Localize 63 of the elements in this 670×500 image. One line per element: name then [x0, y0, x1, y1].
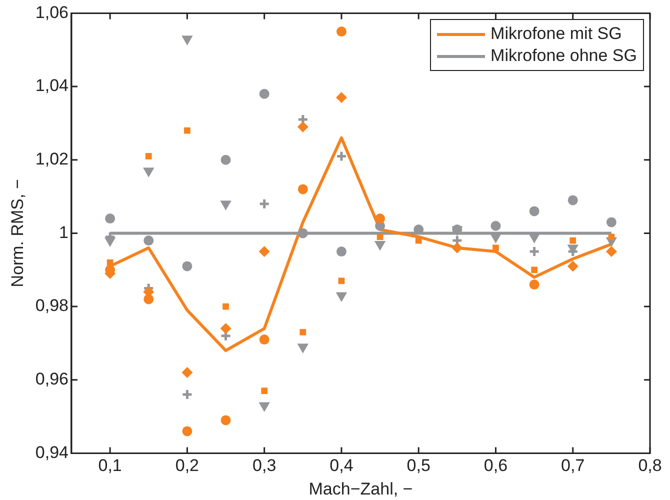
x-tick-label: 0,7: [561, 456, 585, 476]
x-tick-label: 0,6: [484, 456, 508, 476]
point: [144, 236, 154, 246]
point: [300, 329, 306, 336]
y-tick-label: 0,98: [35, 296, 68, 316]
point: [570, 237, 576, 244]
point: [529, 280, 540, 290]
point: [182, 367, 193, 378]
point: [181, 388, 193, 400]
point: [336, 92, 347, 104]
point: [182, 426, 192, 436]
y-tick-label: 0,96: [35, 370, 68, 389]
point: [261, 388, 268, 394]
point: [528, 246, 540, 258]
legend-label: Mikrofone mit SG: [490, 24, 622, 44]
point: [220, 415, 231, 426]
point: [258, 198, 270, 210]
point: [375, 214, 386, 224]
y-tick-label: 1,06: [35, 2, 68, 22]
point: [145, 153, 152, 160]
point: [529, 206, 540, 216]
x-tick-label: 0,8: [638, 456, 662, 476]
x-tick-label: 0,5: [406, 456, 430, 476]
x-tick-label: 0,2: [175, 456, 200, 476]
point: [222, 303, 229, 310]
point: [336, 26, 346, 37]
y-axis-title: Norm. RMS, −: [8, 179, 27, 288]
point: [568, 195, 578, 206]
point: [374, 240, 386, 251]
point: [415, 237, 422, 244]
point: [606, 246, 617, 258]
point: [338, 278, 345, 284]
point: [182, 261, 192, 272]
point: [105, 214, 116, 224]
point: [492, 244, 499, 252]
point: [531, 266, 538, 274]
point: [297, 121, 308, 132]
point: [606, 217, 616, 228]
point: [567, 260, 578, 272]
point: [336, 150, 348, 162]
x-axis-title: Mach−Zahl, −: [308, 479, 413, 498]
point: [220, 154, 231, 165]
legend-label: Mikrofone ohne SG: [490, 46, 637, 66]
point: [220, 323, 232, 334]
y-tick-label: 1: [59, 222, 68, 242]
point: [608, 234, 615, 240]
point: [258, 246, 270, 258]
point: [298, 228, 308, 238]
x-tick-label: 0,1: [98, 456, 122, 476]
y-tick-label: 0,94: [35, 442, 68, 462]
point: [298, 184, 308, 194]
point: [376, 234, 384, 240]
point: [259, 88, 270, 99]
point: [452, 242, 463, 254]
point: [259, 334, 270, 345]
y-tick-label: 1,02: [35, 150, 68, 169]
point: [184, 127, 190, 134]
y-tick-label: 1,04: [35, 76, 68, 96]
x-tick-label: 0,4: [330, 456, 354, 476]
point: [336, 246, 346, 257]
point: [490, 220, 501, 231]
x-tick-label: 0,3: [252, 456, 276, 476]
point: [144, 294, 154, 304]
